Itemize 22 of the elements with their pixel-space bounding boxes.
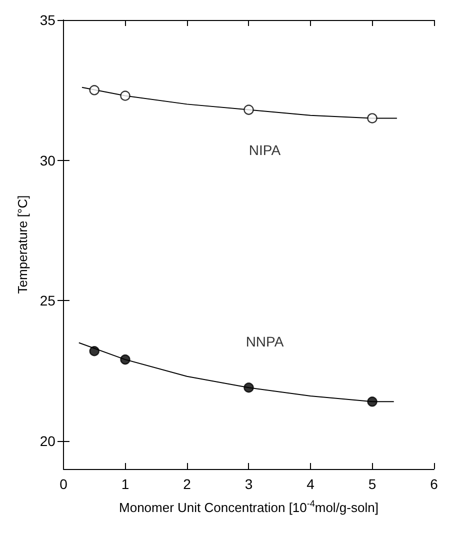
x-tick-label: 2 <box>183 476 192 492</box>
y-axis-title: Temperature [°C] <box>15 195 30 294</box>
x-tick-label: 4 <box>306 476 315 492</box>
point <box>89 85 100 96</box>
point <box>244 382 254 393</box>
y-tick-label: 35 <box>40 12 56 28</box>
point <box>244 104 254 115</box>
text: NNPA <box>246 334 284 350</box>
point <box>367 113 378 124</box>
point <box>120 90 130 101</box>
x-tick-label: 3 <box>244 476 253 492</box>
x-tick-label: 0 <box>60 476 68 492</box>
y-tick-label: 30 <box>40 152 56 168</box>
point <box>367 396 378 407</box>
series-label: NIPA <box>248 142 282 158</box>
x-tick-label: 5 <box>368 476 376 492</box>
y-tick-label: 25 <box>40 292 56 309</box>
x-tick-label: 6 <box>430 476 438 492</box>
point <box>120 354 130 365</box>
point <box>89 346 100 356</box>
y-tick-label: 20 <box>40 432 56 449</box>
x-tick-label: 1 <box>121 476 130 492</box>
